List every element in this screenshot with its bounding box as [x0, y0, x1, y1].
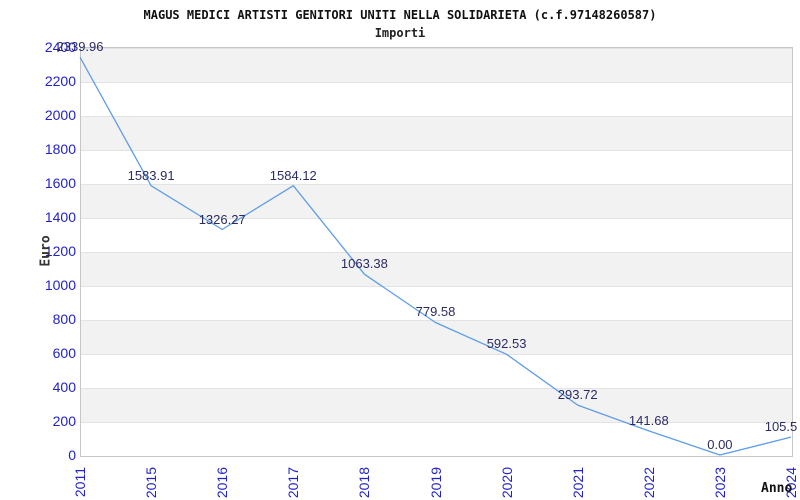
- y-tick-label: 2400: [44, 39, 76, 55]
- data-point-label: 0.00: [707, 437, 733, 452]
- data-point-label: 779.58: [415, 304, 456, 320]
- x-tick-label: 2016: [214, 467, 231, 499]
- data-point-label: 1584.12: [269, 167, 317, 183]
- y-tick-label: 200: [52, 413, 76, 429]
- data-point-label: 1583.91: [127, 167, 175, 183]
- plot-area: [80, 47, 793, 457]
- x-tick-label: 2011: [72, 467, 88, 498]
- y-tick-label: 1000: [44, 277, 76, 293]
- y-tick-label: 1400: [44, 209, 76, 225]
- x-tick-label: 2019: [427, 467, 444, 499]
- y-tick-label: 800: [52, 311, 76, 327]
- x-tick-label: 2020: [498, 467, 515, 499]
- y-tick-label: 0: [68, 447, 76, 463]
- data-point-label: 141.68: [628, 412, 669, 428]
- y-tick-label: 2200: [44, 73, 76, 89]
- x-axis-title: Anno: [761, 481, 793, 496]
- x-tick-label: 2015: [143, 467, 160, 499]
- chart-subtitle: Importi: [374, 26, 426, 40]
- y-tick-label: 1200: [44, 243, 76, 259]
- y-axis-title: Euro: [38, 235, 54, 267]
- data-point-label: 1326.27: [198, 211, 246, 227]
- data-point-label: 1063.38: [340, 256, 388, 272]
- y-tick-label: 2000: [44, 107, 76, 123]
- x-tick-label: 2018: [356, 467, 373, 499]
- data-point-label: 293.72: [557, 387, 598, 403]
- data-point-label: 2339.96: [56, 39, 104, 55]
- x-tick-label: 2022: [640, 467, 657, 499]
- data-point-label: 105.5: [764, 419, 798, 435]
- x-tick-label: 2023: [711, 467, 728, 499]
- y-tick-label: 1600: [44, 175, 76, 191]
- chart-title: MAGUS MEDICI ARTISTI GENITORI UNITI NELL…: [143, 8, 657, 22]
- x-tick-label: 2017: [285, 467, 302, 499]
- y-tick-label: 600: [52, 345, 76, 361]
- x-tick-label: 2021: [569, 467, 586, 499]
- data-point-label: 592.53: [486, 336, 527, 352]
- y-tick-label: 400: [52, 379, 76, 395]
- y-tick-label: 1800: [44, 141, 76, 157]
